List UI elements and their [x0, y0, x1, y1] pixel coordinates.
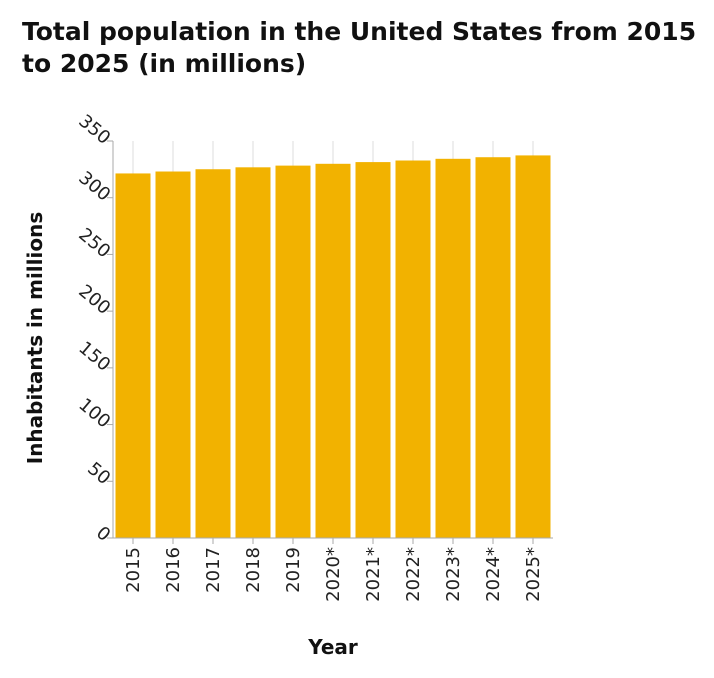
y-axis-ticks: 0 50 100 150 200 250 300 350	[74, 111, 114, 546]
x-tick-label: 2019	[283, 547, 304, 593]
bar-2025-projected	[515, 155, 551, 538]
y-tick-label: 100	[74, 394, 114, 432]
x-axis-title: Year	[307, 635, 358, 659]
x-tick-label: 2020*	[323, 547, 344, 602]
y-tick-label: 50	[83, 458, 114, 489]
bar-2016	[155, 171, 191, 539]
x-tick-label: 2025*	[523, 547, 544, 602]
bar-2022-projected	[395, 160, 431, 539]
bar-2024-projected	[475, 157, 511, 539]
chart-title: Total population in the United States fr…	[22, 17, 697, 78]
x-axis-ticks: 2015 2016 2017 2018 2019 2020* 2021* 2022* 2023*…	[123, 538, 544, 602]
bar-2018	[235, 167, 271, 538]
bars	[115, 155, 551, 539]
bar-2017	[195, 169, 231, 538]
x-tick-label: 2023*	[443, 547, 464, 602]
y-tick-label: 200	[74, 281, 114, 319]
y-tick-label: 150	[74, 338, 114, 376]
y-axis-title: Inhabitants in millions	[23, 212, 47, 465]
y-tick-label: 300	[74, 167, 114, 205]
y-tick-label: 350	[74, 111, 114, 149]
bar-2021-projected	[355, 162, 391, 538]
x-tick-label: 2018	[243, 547, 264, 593]
x-tick-label: 2024*	[483, 547, 504, 602]
x-tick-label: 2015	[123, 547, 144, 593]
bar-2015	[115, 173, 151, 539]
bar-2019	[275, 165, 311, 538]
bar-2023-projected	[435, 158, 471, 538]
x-tick-label: 2017	[203, 547, 224, 593]
x-tick-label: 2022*	[403, 547, 424, 602]
bar-2020-projected	[315, 163, 351, 539]
x-tick-label: 2016	[163, 547, 184, 593]
y-tick-label: 0	[92, 522, 114, 545]
y-tick-label: 250	[74, 224, 114, 262]
x-tick-label: 2021*	[363, 547, 384, 602]
